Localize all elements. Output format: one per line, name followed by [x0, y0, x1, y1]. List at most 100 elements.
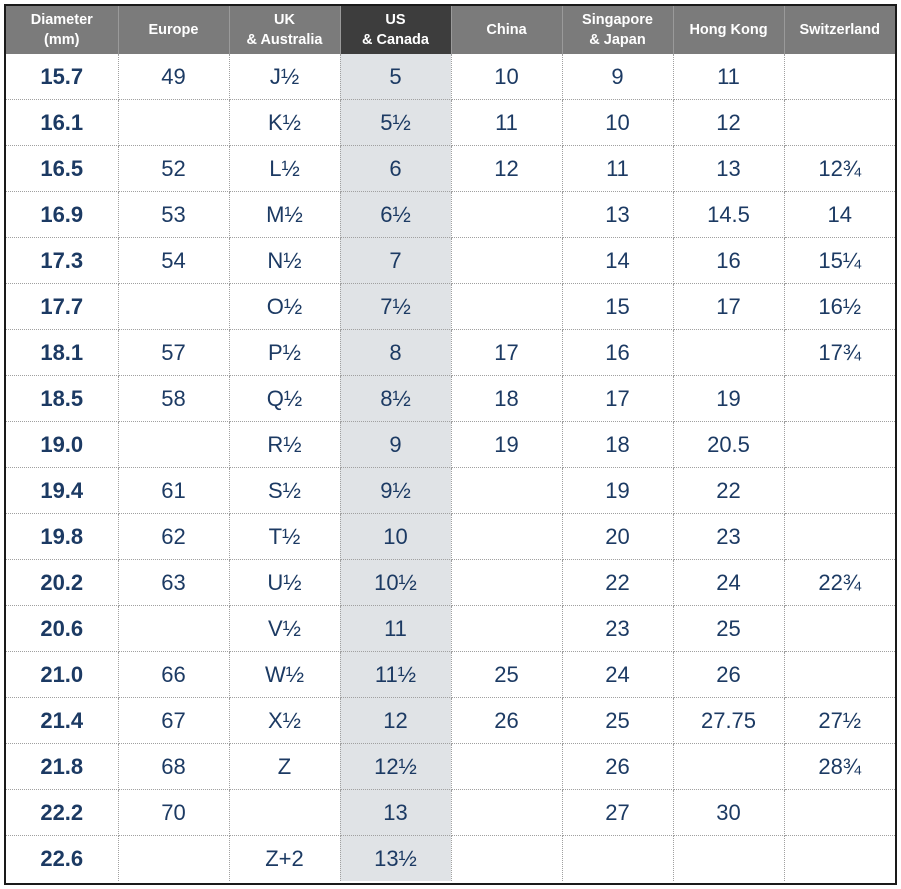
size-cell-uk-australia — [229, 789, 341, 836]
column-header-switzerland: Switzerland — [784, 6, 895, 54]
diameter-cell: 20.2 — [6, 559, 119, 606]
diameter-cell: 16.9 — [6, 191, 119, 238]
table-row: 16.9 53 M½ 6½ 13 14.5 14 — [6, 191, 895, 238]
size-cell-singapore-japan: 10 — [562, 99, 674, 146]
size-cell-china — [451, 283, 563, 330]
size-cell-us-canada: 10½ — [340, 559, 452, 606]
size-cell-us-canada: 9½ — [340, 467, 452, 514]
size-cell-singapore-japan: 13 — [562, 191, 674, 238]
size-cell-china — [451, 237, 563, 284]
diameter-cell: 16.5 — [6, 145, 119, 192]
size-cell-uk-australia: K½ — [229, 99, 341, 146]
column-header-hong-kong: Hong Kong — [673, 6, 785, 54]
size-cell-china: 11 — [451, 99, 563, 146]
table-row: 22.2 70 13 27 30 — [6, 789, 895, 836]
column-header-line: Switzerland — [799, 22, 881, 38]
size-cell-switzerland: 17¾ — [784, 329, 895, 376]
diameter-cell: 21.0 — [6, 651, 119, 698]
column-header-line: UK — [274, 12, 295, 28]
size-cell-hong-kong: 17 — [673, 283, 785, 330]
size-cell-us-canada: 9 — [340, 421, 452, 468]
size-cell-us-canada: 5½ — [340, 99, 452, 146]
size-cell-uk-australia: X½ — [229, 697, 341, 744]
size-cell-singapore-japan: 14 — [562, 237, 674, 284]
size-cell-china — [451, 605, 563, 652]
table-row: 16.1 K½ 5½ 11 10 12 — [6, 99, 895, 146]
diameter-cell: 15.7 — [6, 54, 119, 100]
size-cell-europe: 53 — [118, 191, 230, 238]
size-cell-switzerland: 28¾ — [784, 743, 895, 790]
size-cell-switzerland — [784, 467, 895, 514]
table-row: 19.0 R½ 9 19 18 20.5 — [6, 421, 895, 468]
size-cell-switzerland: 14 — [784, 191, 895, 238]
size-cell-china: 10 — [451, 54, 563, 100]
size-cell-europe — [118, 99, 230, 146]
size-cell-hong-kong: 26 — [673, 651, 785, 698]
size-cell-uk-australia: Q½ — [229, 375, 341, 422]
size-cell-china: 19 — [451, 421, 563, 468]
size-cell-uk-australia: Z+2 — [229, 835, 341, 881]
size-cell-uk-australia: R½ — [229, 421, 341, 468]
diameter-cell: 20.6 — [6, 605, 119, 652]
size-cell-china: 26 — [451, 697, 563, 744]
column-header-uk-australia: UK & Australia — [229, 6, 341, 54]
size-cell-singapore-japan: 16 — [562, 329, 674, 376]
size-cell-switzerland — [784, 651, 895, 698]
size-cell-singapore-japan: 24 — [562, 651, 674, 698]
size-cell-europe: 57 — [118, 329, 230, 376]
size-cell-switzerland — [784, 513, 895, 560]
size-cell-us-canada: 13½ — [340, 835, 452, 881]
diameter-cell: 17.7 — [6, 283, 119, 330]
column-header-line: China — [486, 22, 527, 38]
size-cell-us-canada: 7½ — [340, 283, 452, 330]
size-cell-europe — [118, 605, 230, 652]
size-cell-europe: 58 — [118, 375, 230, 422]
size-cell-singapore-japan: 23 — [562, 605, 674, 652]
size-cell-singapore-japan: 25 — [562, 697, 674, 744]
size-cell-uk-australia: O½ — [229, 283, 341, 330]
table-row: 18.5 58 Q½ 8½ 18 17 19 — [6, 375, 895, 422]
size-cell-hong-kong: 11 — [673, 54, 785, 100]
size-cell-us-canada: 6 — [340, 145, 452, 192]
size-cell-hong-kong — [673, 743, 785, 790]
table-row: 19.4 61 S½ 9½ 19 22 — [6, 467, 895, 514]
size-cell-europe: 49 — [118, 54, 230, 100]
size-cell-switzerland — [784, 54, 895, 100]
table-row: 22.6 Z+2 13½ — [6, 835, 895, 882]
diameter-cell: 19.0 — [6, 421, 119, 468]
size-cell-singapore-japan: 26 — [562, 743, 674, 790]
size-cell-switzerland — [784, 375, 895, 422]
size-cell-us-canada: 13 — [340, 789, 452, 836]
size-cell-hong-kong: 14.5 — [673, 191, 785, 238]
column-header-line: US — [385, 12, 406, 28]
size-cell-uk-australia: L½ — [229, 145, 341, 192]
table-row: 21.8 68 Z 12½ 26 28¾ — [6, 743, 895, 790]
size-cell-uk-australia: W½ — [229, 651, 341, 698]
size-cell-europe — [118, 421, 230, 468]
table-row: 20.2 63 U½ 10½ 22 24 22¾ — [6, 559, 895, 606]
size-cell-hong-kong: 22 — [673, 467, 785, 514]
column-header-line: Diameter — [30, 12, 93, 28]
header-row: Diameter (mm) Europe UK & Australia US & Canad… — [6, 6, 895, 54]
size-cell-hong-kong: 20.5 — [673, 421, 785, 468]
size-cell-europe: 61 — [118, 467, 230, 514]
size-cell-singapore-japan: 20 — [562, 513, 674, 560]
size-cell-europe: 52 — [118, 145, 230, 192]
size-cell-china — [451, 191, 563, 238]
size-cell-switzerland — [784, 836, 895, 882]
size-cell-china — [451, 467, 563, 514]
diameter-cell: 19.8 — [6, 513, 119, 560]
table-row: 17.3 54 N½ 7 14 16 15¼ — [6, 237, 895, 284]
size-cell-china — [451, 789, 563, 836]
diameter-cell: 16.1 — [6, 99, 119, 146]
size-cell-switzerland — [784, 789, 895, 836]
size-cell-china: 12 — [451, 145, 563, 192]
size-cell-uk-australia: T½ — [229, 513, 341, 560]
table-row: 16.5 52 L½ 6 12 11 13 12¾ — [6, 145, 895, 192]
size-cell-china: 25 — [451, 651, 563, 698]
size-cell-hong-kong: 23 — [673, 513, 785, 560]
table-row: 15.7 49 J½ 5 10 9 11 — [6, 54, 895, 100]
size-cell-us-canada: 6½ — [340, 191, 452, 238]
size-cell-china: 17 — [451, 329, 563, 376]
size-cell-hong-kong: 12 — [673, 99, 785, 146]
